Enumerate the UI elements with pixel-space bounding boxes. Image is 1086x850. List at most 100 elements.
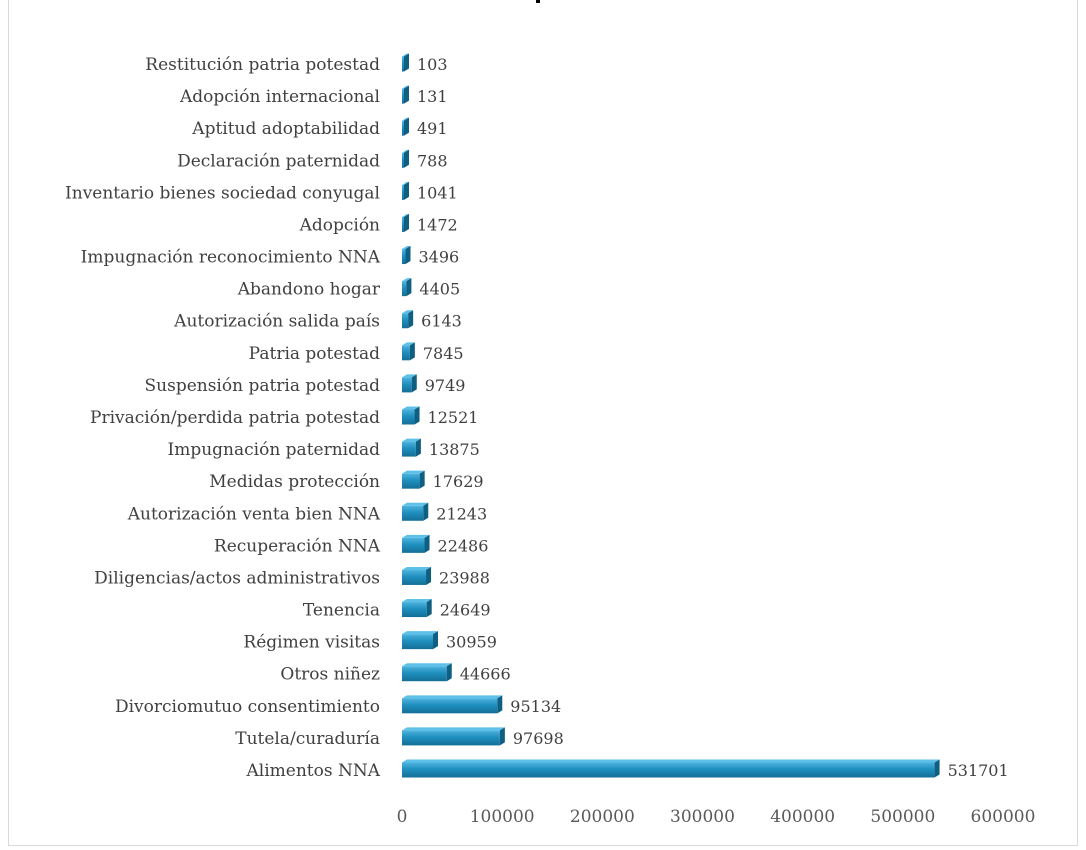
- bar-top: [402, 374, 417, 378]
- bar-side: [408, 310, 414, 329]
- category-label: Divorciomutuo consentimiento: [115, 697, 380, 717]
- bar-front: [402, 184, 404, 200]
- value-label: 3496: [419, 248, 460, 267]
- bar-side: [404, 149, 409, 168]
- value-label: 22486: [438, 536, 489, 555]
- bar-top: [402, 663, 452, 667]
- bar-side: [423, 502, 429, 521]
- bar-top: [402, 406, 420, 410]
- x-tick-label: 500000: [870, 807, 935, 827]
- bar-top: [402, 631, 439, 635]
- bar-side: [426, 599, 432, 618]
- bar-front: [402, 409, 415, 425]
- bar-4: [402, 181, 409, 200]
- bar-front: [402, 88, 404, 104]
- bar-12: [402, 438, 421, 457]
- bar-top: [402, 117, 409, 121]
- bar-top: [402, 149, 409, 153]
- value-label: 7845: [423, 344, 464, 363]
- bar-front: [402, 120, 404, 136]
- category-label: Restitución patria potestad: [145, 55, 380, 75]
- category-label: Autorización venta bien NNA: [127, 504, 381, 524]
- bar-front: [402, 666, 447, 682]
- bar-8: [402, 310, 414, 329]
- bar-front: [402, 281, 407, 297]
- bar-top: [402, 85, 409, 89]
- bar-top: [402, 342, 415, 346]
- category-label: Impugnación paternidad: [168, 440, 381, 460]
- bar-top: [402, 246, 411, 250]
- bar-side: [405, 246, 411, 265]
- value-label: 24649: [440, 601, 491, 620]
- bar-side: [414, 406, 420, 425]
- bar-7: [402, 278, 412, 297]
- category-label: Autorización salida país: [173, 312, 380, 332]
- bar-side: [406, 278, 412, 297]
- bar-19: [402, 663, 452, 682]
- bar-side: [404, 213, 409, 232]
- category-label: Otros niñez: [280, 665, 380, 685]
- value-label: 97698: [513, 729, 564, 748]
- bar-front: [402, 698, 498, 714]
- bar-side: [934, 759, 940, 778]
- bar-top: [402, 566, 432, 570]
- category-label: Adopción internacional: [179, 87, 380, 107]
- bar-6: [402, 246, 411, 265]
- bar-front: [402, 377, 412, 393]
- bar-17: [402, 599, 432, 618]
- value-label: 44666: [460, 665, 511, 684]
- bar-front: [402, 249, 406, 265]
- value-label: 30959: [446, 633, 497, 652]
- bar-side: [404, 53, 409, 72]
- value-label: 13875: [429, 440, 480, 459]
- bar-9: [402, 342, 415, 361]
- x-tick-label: 0: [397, 807, 408, 827]
- value-label: 103: [417, 55, 448, 74]
- value-label: 788: [417, 151, 448, 170]
- bar-front: [402, 730, 500, 746]
- category-label: Abandono hogar: [237, 280, 381, 300]
- category-label: Diligencias/actos administrativos: [94, 568, 380, 588]
- category-label: Recuperación NNA: [214, 536, 381, 556]
- value-label: 491: [417, 119, 448, 138]
- bar-front: [402, 473, 420, 489]
- category-label: Inventario bienes sociedad conyugal: [65, 183, 380, 203]
- x-axis-ticks: 0 100000 200000 300000 400000 500000 600000: [397, 807, 1036, 827]
- bar-3: [402, 149, 409, 168]
- bar-top: [402, 759, 940, 763]
- value-label: 1041: [417, 183, 458, 202]
- bar-top: [402, 502, 429, 506]
- value-label: 17629: [433, 472, 484, 491]
- bar-14: [402, 502, 429, 521]
- bar-top: [402, 53, 409, 57]
- bar-11: [402, 406, 420, 425]
- bar-top: [402, 727, 505, 731]
- bar-16: [402, 566, 432, 585]
- bar-side: [419, 470, 425, 489]
- bar-side: [433, 631, 439, 650]
- value-label: 4405: [419, 280, 460, 299]
- bar-side: [404, 181, 409, 200]
- bar-top: [402, 695, 503, 699]
- bar-5: [402, 213, 409, 232]
- bar-22: [402, 759, 940, 778]
- bar-top: [402, 534, 430, 538]
- bar-front: [402, 762, 935, 778]
- bar-21: [402, 727, 505, 746]
- value-label: 95134: [510, 697, 561, 716]
- value-label: 6143: [421, 312, 462, 331]
- bar-side: [499, 727, 505, 746]
- value-label: 9749: [425, 376, 466, 395]
- bar-front: [402, 441, 416, 457]
- labels-layer: Restitución patria potestad 103 Adopción i…: [65, 55, 1009, 781]
- category-label: Adopción: [299, 215, 380, 235]
- bar-10: [402, 374, 417, 393]
- bar-side: [411, 374, 417, 393]
- category-label: Alimentos NNA: [245, 761, 380, 781]
- bar-top: [402, 181, 409, 185]
- bar-side: [409, 342, 415, 361]
- value-label: 131: [417, 87, 448, 106]
- bar-side: [426, 566, 432, 585]
- value-label: 531701: [948, 761, 1009, 780]
